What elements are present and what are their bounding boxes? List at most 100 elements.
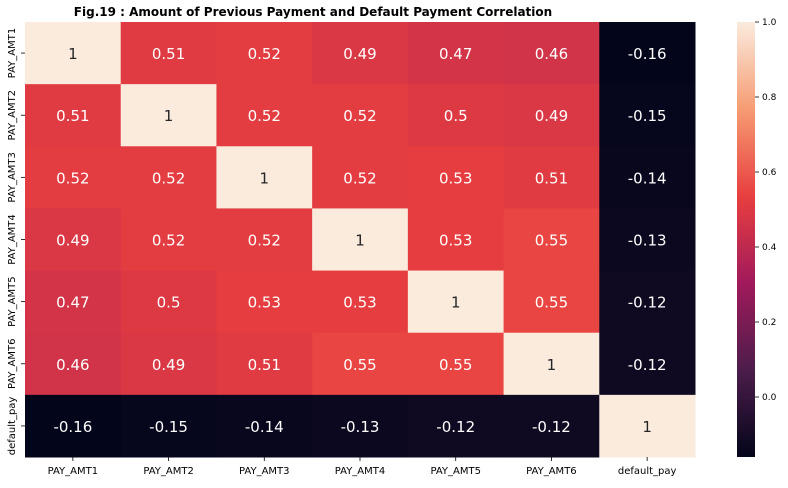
heatmap-cell: [120, 146, 217, 209]
cell-annotation: 0.5: [157, 294, 181, 312]
heatmap-cell: [599, 332, 696, 396]
heatmap-cell: [216, 22, 313, 85]
cell-annotation: 0.51: [535, 169, 568, 187]
cell-annotation: 0.46: [56, 356, 89, 374]
heatmap-cell: [312, 394, 409, 458]
heatmap-cell: [407, 270, 505, 334]
heatmap-cell: [216, 146, 313, 209]
cell-annotation: 0.51: [56, 107, 89, 125]
heatmap-cell: [503, 22, 600, 85]
y-tick-label: PAY_AMT2: [7, 90, 18, 141]
cell-annotation: 0.53: [439, 169, 472, 187]
heatmap-cell: [407, 394, 505, 458]
y-tick-label: PAY_AMT6: [7, 339, 18, 390]
x-tick-label: default_pay: [618, 466, 677, 477]
cell-annotation: 1: [642, 418, 652, 436]
cell-annotation: 0.5: [444, 107, 468, 125]
cell-annotation: 1: [547, 356, 557, 374]
heatmap-cell: [312, 146, 409, 209]
colorbar-tick-label: 0.4: [762, 243, 777, 253]
cell-annotation: -0.16: [53, 418, 92, 436]
heatmap-cell: [312, 332, 409, 396]
cell-annotation: 0.49: [343, 45, 376, 63]
cell-annotation: -0.13: [341, 418, 380, 436]
cell-annotation: -0.14: [245, 418, 284, 436]
heatmap-cell: [312, 84, 409, 147]
cell-annotation: 0.51: [248, 356, 281, 374]
heatmap-cell: [25, 270, 122, 334]
cell-annotation: 0.53: [248, 294, 281, 312]
cell-annotation: 0.53: [343, 294, 376, 312]
colorbar-tick-label: 0.2: [762, 318, 776, 328]
cell-annotation: -0.12: [628, 356, 667, 374]
heatmap-cell: [503, 270, 600, 334]
cell-annotation: 1: [451, 294, 461, 312]
heatmap-cell: [312, 270, 409, 334]
y-tick-label: default_pay: [7, 397, 18, 456]
heatmap-cell: [120, 270, 217, 334]
y-axis-tick-labels: PAY_AMT1 PAY_AMT2 PAY_AMT3 PAY_AMT4 PAY_AMT5…: [7, 28, 25, 455]
cell-annotation: 1: [68, 45, 78, 63]
heatmap-cell: [216, 270, 313, 334]
cell-annotation: 0.52: [152, 232, 185, 250]
cell-annotation: 0.52: [248, 45, 281, 63]
cell-annotation: 0.55: [439, 356, 472, 374]
cell-annotation: -0.14: [628, 169, 667, 187]
cell-annotation: 0.47: [56, 294, 89, 312]
cell-annotation: -0.16: [628, 45, 667, 63]
heatmap-cell: [407, 84, 505, 147]
cell-annotation: 0.52: [152, 169, 185, 187]
heatmap-cell: [503, 394, 600, 458]
cell-annotation: 0.55: [535, 294, 568, 312]
cell-annotation: 0.52: [343, 169, 376, 187]
heatmap-cell: [599, 208, 696, 272]
heatmap-cell: [503, 332, 600, 396]
heatmap-cells: 1 0.51 0.52 0.49 0.47 0.46 -0.160.51 1 0.52 0.52 0…: [25, 22, 696, 458]
cell-annotation: 1: [164, 107, 174, 125]
heatmap-cell: [599, 146, 696, 209]
colorbar-tick-label: 0.6: [762, 168, 777, 178]
colorbar-gradient: [737, 22, 755, 457]
heatmap-cell: [503, 84, 600, 147]
chart-title: Fig.19 : Amount of Previous Payment and …: [74, 5, 552, 19]
heatmap-cell: [120, 332, 217, 396]
x-tick-label: PAY_AMT6: [526, 466, 577, 477]
heatmap-cell: [312, 22, 409, 85]
heatmap-cell: [25, 146, 122, 209]
heatmap-cell: [503, 146, 600, 209]
heatmap-cell: [216, 208, 313, 272]
y-tick-label: PAY_AMT5: [7, 276, 18, 327]
cell-annotation: 0.52: [343, 107, 376, 125]
heatmap-cell: [25, 208, 122, 272]
heatmap-cell: [25, 394, 122, 458]
heatmap-cell: [25, 332, 122, 396]
heatmap-cell: [599, 84, 696, 147]
cell-annotation: -0.13: [628, 232, 667, 250]
cell-annotation: 0.53: [439, 232, 472, 250]
cell-annotation: 0.49: [152, 356, 185, 374]
heatmap-cell: [120, 22, 217, 85]
heatmap-cell: [120, 84, 217, 147]
cell-annotation: 0.52: [248, 107, 281, 125]
heatmap-cell: [503, 208, 600, 272]
y-tick-label: PAY_AMT4: [7, 214, 18, 265]
heatmap-cell: [407, 146, 505, 209]
colorbar: 0.0 0.2 0.4 0.6 0.8 1.0: [737, 18, 777, 457]
cell-annotation: 0.52: [248, 232, 281, 250]
cell-annotation: 1: [355, 232, 365, 250]
heatmap-cell: [25, 22, 122, 85]
x-tick-label: PAY_AMT4: [335, 466, 386, 477]
cell-annotation: -0.15: [149, 418, 188, 436]
heatmap-cell: [216, 332, 313, 396]
colorbar-tick-label: 0.0: [762, 393, 777, 403]
cell-annotation: -0.12: [628, 294, 667, 312]
y-tick-label: PAY_AMT1: [7, 28, 18, 79]
x-axis-tick-labels: PAY_AMT1 PAY_AMT2 PAY_AMT3 PAY_AMT4 PAY_AMT5…: [48, 457, 677, 477]
heatmap-cell: [407, 22, 505, 85]
x-tick-label: PAY_AMT1: [48, 466, 99, 477]
heatmap-cell: [120, 208, 217, 272]
colorbar-tick-label: 1.0: [762, 18, 777, 28]
cell-annotation: -0.15: [628, 107, 667, 125]
cell-annotation: 0.46: [535, 45, 568, 63]
heatmap-cell: [407, 332, 505, 396]
